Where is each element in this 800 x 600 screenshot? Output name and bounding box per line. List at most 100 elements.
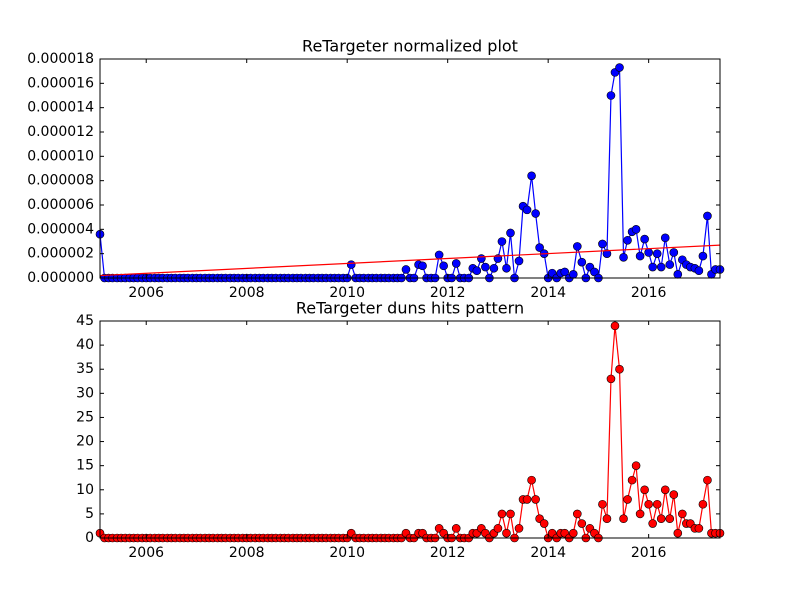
data-point	[451, 524, 461, 533]
data-point	[527, 171, 536, 181]
data-point	[698, 251, 708, 261]
data-point	[568, 270, 578, 279]
chart-title: ReTargeter duns hits pattern	[296, 299, 524, 318]
chart-title: ReTargeter normalized plot	[302, 37, 518, 56]
data-point	[539, 519, 549, 528]
data-point	[598, 239, 607, 249]
data-point	[439, 261, 448, 271]
y-tick-label: 0.000012	[27, 124, 94, 140]
data-point	[635, 509, 645, 519]
data-point	[489, 263, 499, 273]
data-point	[497, 237, 507, 246]
y-tick-label: 30	[76, 385, 94, 401]
data-point	[502, 528, 511, 538]
x-tick-label: 2016	[631, 545, 667, 561]
data-point	[514, 256, 524, 266]
y-tick-label: 0.000018	[27, 51, 94, 67]
data-point	[673, 270, 683, 279]
data-point	[531, 495, 540, 504]
data-point	[531, 209, 540, 218]
data-point	[577, 519, 587, 528]
data-point	[401, 265, 411, 274]
data-point	[648, 262, 657, 272]
axes-frame	[99, 58, 721, 279]
data-point	[602, 249, 612, 258]
data-point	[694, 524, 704, 533]
x-tick-label: 2006	[128, 545, 164, 561]
data-point	[665, 260, 675, 269]
x-tick-label: 2008	[229, 545, 265, 561]
y-tick-label: 0.000006	[27, 197, 94, 213]
data-point	[703, 475, 712, 485]
data-point	[648, 519, 657, 528]
axes-frame	[99, 320, 721, 539]
y-tick-label: 10	[76, 482, 94, 498]
data-point	[477, 254, 486, 263]
data-point	[590, 267, 599, 277]
plot-area	[100, 59, 720, 278]
data-point	[665, 514, 675, 524]
x-tick-label: 2014	[530, 285, 566, 301]
data-point	[527, 475, 536, 485]
x-tick-label: 2010	[329, 285, 365, 301]
x-tick-label: 2016	[631, 285, 667, 301]
data-point	[568, 528, 578, 538]
data-point	[656, 262, 666, 272]
data-point	[652, 249, 662, 258]
data-point	[560, 267, 570, 277]
data-point	[623, 495, 632, 504]
data-point	[418, 261, 427, 271]
x-tick-label: 2014	[530, 545, 566, 561]
data-point	[631, 225, 641, 234]
data-point	[627, 475, 637, 485]
y-tick-label: 45	[76, 313, 94, 329]
data-point	[514, 524, 524, 533]
x-tick-label: 2008	[229, 285, 265, 301]
data-point	[673, 528, 683, 538]
data-point	[703, 211, 712, 221]
data-point	[619, 514, 628, 524]
data-point	[573, 242, 582, 251]
data-point	[669, 490, 679, 499]
data-point	[481, 262, 490, 272]
data-point	[635, 251, 645, 261]
data-point	[573, 509, 582, 519]
data-point	[506, 228, 515, 238]
data-point	[660, 485, 670, 495]
data-point	[598, 499, 607, 509]
data-point	[640, 234, 649, 244]
y-tick-label: 0.000008	[27, 173, 94, 189]
data-point	[577, 257, 587, 267]
data-point	[615, 63, 624, 72]
data-point	[698, 499, 708, 509]
y-tick-label: 20	[76, 434, 94, 450]
y-tick-label: 0.000002	[27, 246, 94, 262]
data-point	[472, 266, 482, 276]
x-tick-label: 2012	[430, 285, 466, 301]
y-tick-label: 25	[76, 409, 94, 425]
data-point	[619, 253, 628, 262]
y-tick-label: 0.000004	[27, 221, 94, 237]
data-point	[631, 461, 641, 470]
data-point	[493, 524, 503, 533]
data-point	[606, 91, 616, 100]
data-point	[623, 235, 632, 245]
data-point	[606, 374, 616, 384]
y-tick-label: 0	[85, 530, 94, 546]
data-point	[615, 364, 624, 374]
x-tick-label: 2012	[430, 545, 466, 561]
y-tick-label: 0.000014	[27, 100, 94, 116]
data-point	[652, 499, 662, 509]
y-tick-label: 15	[76, 458, 94, 474]
y-tick-label: 0.000016	[27, 75, 94, 91]
data-point	[669, 248, 679, 257]
data-point	[694, 266, 704, 276]
data-point	[602, 514, 612, 524]
data-point	[656, 514, 666, 524]
data-point	[660, 233, 670, 243]
data-point	[610, 321, 620, 331]
x-tick-label: 2010	[329, 545, 365, 561]
data-point	[434, 250, 444, 260]
y-tick-label: 40	[76, 337, 94, 353]
